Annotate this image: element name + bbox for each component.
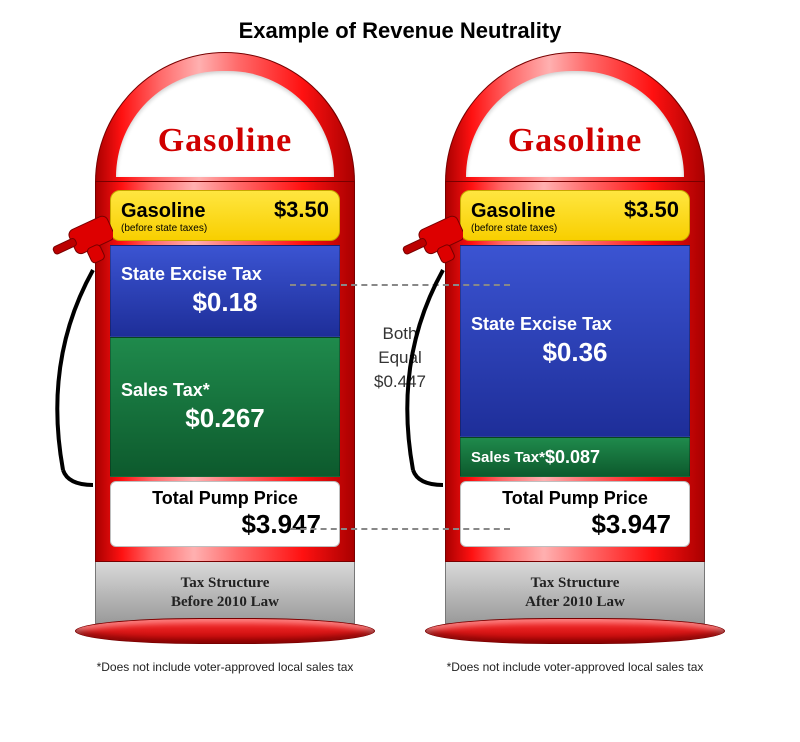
blue-tax-panel: State Excise Tax$0.36 xyxy=(460,245,690,437)
pump-base-label: Tax StructureAfter 2010 Law xyxy=(445,562,705,624)
pump-base-label: Tax StructureBefore 2010 Law xyxy=(95,562,355,624)
pump-before: Gasoline Gasoline $3.50 (before state ta… xyxy=(85,52,365,674)
tax-label: Sales Tax* xyxy=(121,380,329,403)
pump-panels-after: Gasoline $3.50 (before state taxes) Stat… xyxy=(445,182,705,562)
brand-window: Gasoline xyxy=(466,71,684,177)
nozzle-icon xyxy=(33,210,113,510)
total-label: Total Pump Price xyxy=(121,488,329,509)
footnote-left: *Does not include voter-approved local s… xyxy=(85,660,365,674)
nozzle-icon xyxy=(383,210,463,510)
tax-value: $0.36 xyxy=(471,337,679,368)
gasoline-price: $3.50 xyxy=(624,197,679,223)
brand-label: Gasoline xyxy=(508,122,643,160)
green-tax-panel: Sales Tax*$0.087 xyxy=(460,437,690,477)
page-title: Example of Revenue Neutrality xyxy=(0,0,800,52)
tax-label: Sales Tax* xyxy=(471,449,545,466)
footnote-right: *Does not include voter-approved local s… xyxy=(435,660,715,674)
pumps-row: Both Equal $0.447 Gasoline xyxy=(0,52,800,674)
pump-pedestal xyxy=(425,618,725,644)
gasoline-label: Gasoline xyxy=(471,200,555,223)
gasoline-label: Gasoline xyxy=(121,200,205,223)
brand-window: Gasoline xyxy=(116,71,334,177)
tax-value: $0.087 xyxy=(545,447,600,468)
gasoline-price-panel: Gasoline $3.50 (before state taxes) xyxy=(110,190,340,241)
total-value: $3.947 xyxy=(471,509,679,540)
pump-panels-before: Gasoline $3.50 (before state taxes) Stat… xyxy=(95,182,355,562)
gasoline-subtext: (before state taxes) xyxy=(471,223,679,234)
total-price-panel: Total Pump Price $3.947 xyxy=(460,481,690,547)
tax-value: $0.267 xyxy=(121,403,329,434)
pump-after: Gasoline Gasoline $3.50 (before state ta… xyxy=(435,52,715,674)
pump-pedestal xyxy=(75,618,375,644)
blue-tax-panel: State Excise Tax$0.18 xyxy=(110,245,340,337)
tax-label: State Excise Tax xyxy=(471,314,679,337)
pump-dome: Gasoline xyxy=(445,52,705,182)
green-tax-panel: Sales Tax*$0.267 xyxy=(110,337,340,477)
brand-label: Gasoline xyxy=(158,122,293,160)
pump-body-after: Gasoline Gasoline $3.50 (before state ta… xyxy=(445,52,705,644)
pump-body-before: Gasoline Gasoline $3.50 (before state ta… xyxy=(95,52,355,644)
gasoline-subtext: (before state taxes) xyxy=(121,223,329,234)
gasoline-price-panel: Gasoline $3.50 (before state taxes) xyxy=(460,190,690,241)
total-label: Total Pump Price xyxy=(471,488,679,509)
tax-value: $0.18 xyxy=(121,287,329,318)
total-value: $3.947 xyxy=(121,509,329,540)
pump-dome: Gasoline xyxy=(95,52,355,182)
dash-bottom xyxy=(290,528,510,530)
gasoline-price: $3.50 xyxy=(274,197,329,223)
total-price-panel: Total Pump Price $3.947 xyxy=(110,481,340,547)
